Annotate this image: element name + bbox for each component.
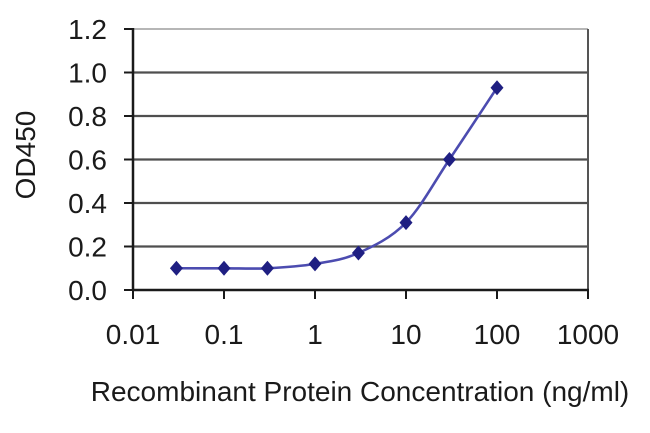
x-tick-label: 0.1 [205,319,244,350]
y-tick-label: 1.0 [68,58,107,89]
y-tick-label: 0.0 [68,275,107,306]
data-series-line [175,86,499,270]
data-point-marker [308,256,322,272]
data-point-marker [169,260,183,276]
y-axis-title: OD450 [10,110,41,200]
x-tick-label: 0.01 [106,319,161,350]
y-tick-label: 0.2 [68,232,107,263]
data-point-marker [442,152,456,167]
x-tick-label: 10 [390,319,421,350]
data-point-marker [260,260,274,276]
y-tick-label: 0.8 [68,101,107,132]
x-axis-title: Recombinant Protein Concentration (ng/ml… [90,376,630,407]
x-tick-label: 1000 [557,319,619,350]
data-point-marker [217,260,231,276]
data-point-marker [490,80,504,96]
x-tick-label: 100 [474,319,521,350]
x-tick-label: 1 [307,319,323,350]
data-point-marker [399,215,413,231]
data-point-marker [351,245,365,261]
y-tick-label: 1.2 [68,14,107,45]
y-tick-label: 0.6 [68,145,107,176]
y-tick-label: 0.4 [68,188,107,219]
